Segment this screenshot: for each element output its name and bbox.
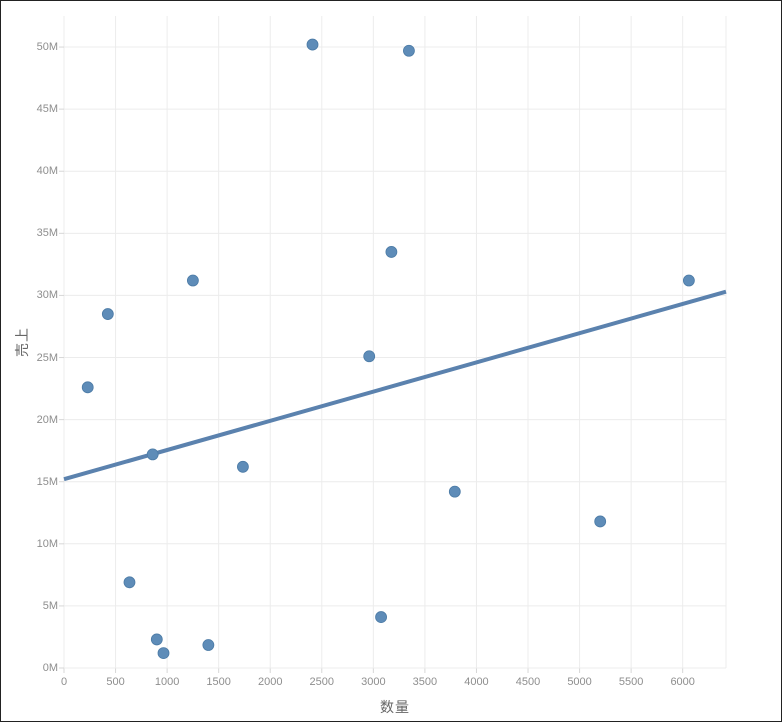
data-point[interactable]	[101, 308, 114, 320]
x-axis-title: 数量	[380, 699, 410, 715]
x-tick-label: 0	[60, 676, 68, 688]
y-tick-label: 50M	[36, 41, 58, 54]
y-tick-label: 10M	[36, 537, 58, 550]
y-tick-label: 40M	[36, 165, 58, 178]
data-point[interactable]	[157, 647, 170, 659]
data-point[interactable]	[306, 38, 319, 51]
trend-line[interactable]	[63, 289, 727, 482]
x-tick-label: 2000	[257, 676, 283, 688]
x-tick-label: 4000	[464, 676, 489, 688]
data-point[interactable]	[403, 44, 415, 57]
y-tick-label: 35M	[36, 227, 58, 240]
x-tick-label: 4500	[515, 676, 541, 688]
x-tick-label: 5000	[567, 676, 592, 688]
y-tick-label: 0M	[42, 662, 58, 674]
data-point[interactable]	[146, 448, 159, 461]
data-point[interactable]	[448, 485, 461, 498]
x-tick-label: 5500	[618, 676, 644, 688]
x-tick-label: 1500	[206, 676, 231, 688]
x-tick-label: 500	[106, 676, 125, 688]
data-point[interactable]	[150, 633, 163, 646]
y-tick-label: 45M	[36, 103, 58, 116]
data-point[interactable]	[682, 274, 695, 287]
y-tick-label: 30M	[36, 289, 58, 302]
x-tick-label: 2500	[309, 676, 335, 688]
data-point[interactable]	[375, 611, 387, 623]
data-point[interactable]	[237, 460, 249, 473]
y-tick-label: 5M	[42, 599, 58, 612]
y-tick-label: 15M	[36, 475, 58, 488]
data-point[interactable]	[594, 515, 607, 528]
x-tick-label: 3000	[361, 676, 386, 688]
x-tick-label: 1000	[154, 676, 180, 688]
data-point[interactable]	[385, 246, 398, 258]
x-tick-label: 6000	[670, 676, 695, 688]
y-tick-label: 25M	[36, 351, 58, 364]
data-point[interactable]	[363, 350, 376, 363]
y-axis-title: 売上	[14, 327, 30, 357]
data-point[interactable]	[81, 381, 94, 394]
data-point[interactable]	[123, 576, 136, 589]
data-point[interactable]	[202, 639, 215, 651]
y-tick-label: 20M	[36, 413, 58, 426]
data-point[interactable]	[186, 274, 199, 287]
x-tick-label: 3500	[412, 676, 438, 688]
